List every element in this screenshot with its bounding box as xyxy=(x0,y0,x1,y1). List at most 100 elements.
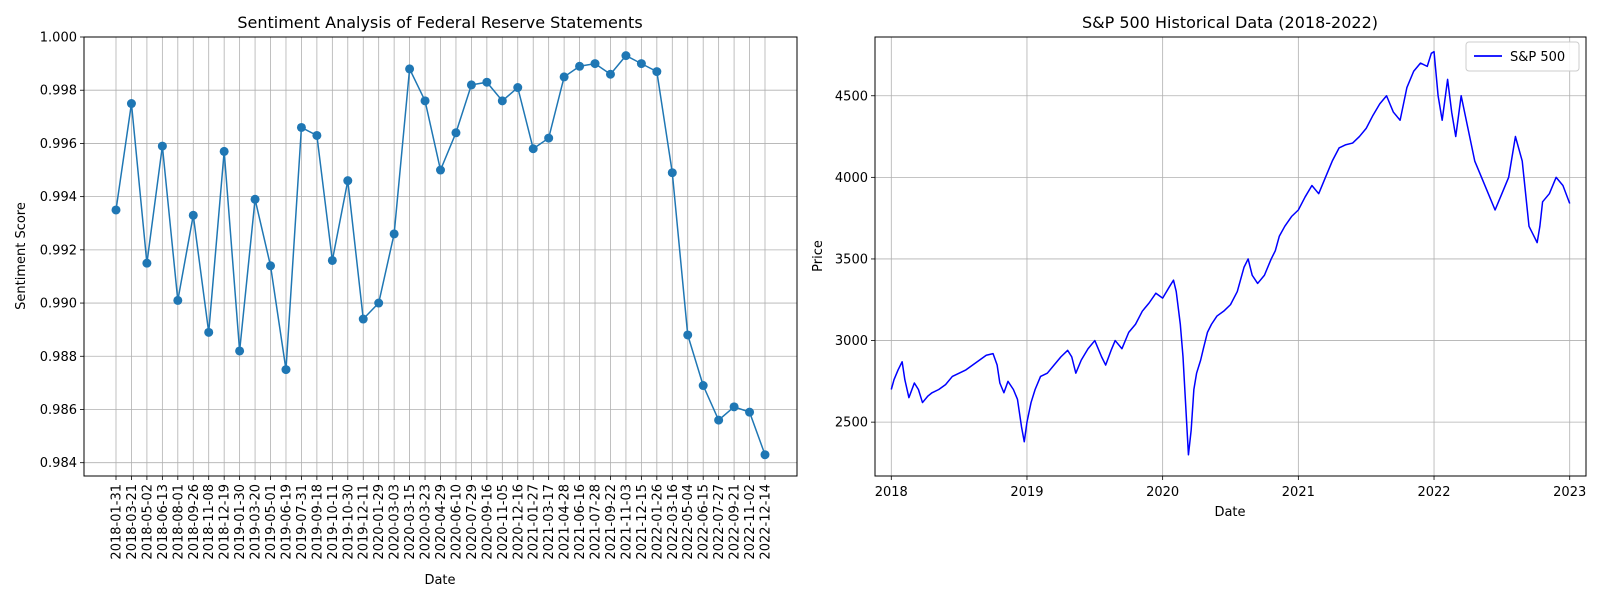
sp500-y-tick-label: 2500 xyxy=(835,416,868,431)
sentiment-point xyxy=(389,229,399,239)
sentiment-x-tick-label: 2020-01-29 xyxy=(372,484,387,560)
sentiment-point xyxy=(451,128,461,138)
sentiment-x-tick-label: 2019-10-30 xyxy=(341,484,356,560)
sentiment-point xyxy=(482,77,492,87)
legend-box xyxy=(1465,41,1580,72)
sp500-x-axis-label: Date xyxy=(1214,505,1245,520)
sentiment-point xyxy=(235,346,245,356)
sp500-line xyxy=(890,50,1571,456)
sentiment-x-tick-label: 2021-06-16 xyxy=(573,484,588,560)
sentiment-x-tick-label: 2019-10-11 xyxy=(326,484,341,560)
sentiment-x-tick-label: 2020-09-16 xyxy=(480,484,495,560)
sp500-x-ticks: 2018 2019 2020 2021 2022 2023 xyxy=(875,476,1586,500)
sentiment-point xyxy=(281,365,291,375)
sentiment-x-tick-label: 2019-05-01 xyxy=(264,484,279,560)
sentiment-point xyxy=(652,67,662,77)
sentiment-point xyxy=(575,61,585,71)
sentiment-y-tick-label: 0.988 xyxy=(40,350,77,365)
sentiment-x-tick-label: 2018-08-01 xyxy=(171,484,186,560)
sentiment-point xyxy=(173,295,183,305)
sentiment-point xyxy=(667,168,677,178)
sp500-y-tick-label: 3500 xyxy=(835,252,868,267)
sentiment-x-tick-label: 2019-03-20 xyxy=(249,484,264,560)
sentiment-x-axis-label: Date xyxy=(424,573,455,588)
sentiment-x-tick-label: 2019-09-18 xyxy=(310,484,325,560)
sentiment-y-tick-label: 0.998 xyxy=(40,84,77,99)
sentiment-x-tick-label: 2022-06-15 xyxy=(697,484,712,560)
sentiment-x-tick-label: 2018-05-02 xyxy=(140,484,155,560)
sentiment-y-tick-label: 0.996 xyxy=(40,137,77,152)
sp500-x-tick-label: 2021 xyxy=(1282,485,1315,500)
sp500-y-ticks: 2500 3000 3500 4000 4500 xyxy=(835,89,875,431)
sentiment-x-tick-label: 2021-09-22 xyxy=(604,484,619,560)
sentiment-point xyxy=(436,165,445,175)
sentiment-x-tick-label: 2020-03-23 xyxy=(419,484,434,560)
sentiment-point xyxy=(204,327,214,337)
sp500-grid xyxy=(875,37,1586,476)
sentiment-point xyxy=(142,258,152,268)
sentiment-chart: 0.984 0.986 0.988 0.990 0.992 0.994 0.996 0.998… xyxy=(14,13,798,588)
sp500-legend: S&P 500 xyxy=(1465,41,1580,72)
sentiment-x-tick-label: 2022-01-26 xyxy=(650,484,665,560)
sentiment-point xyxy=(296,122,306,132)
sentiment-point xyxy=(544,133,554,143)
sp500-x-tick-label: 2018 xyxy=(875,485,908,500)
sentiment-y-tick-label: 0.984 xyxy=(40,456,77,471)
legend-label: S&P 500 xyxy=(1510,50,1565,65)
sp500-y-tick-label: 3000 xyxy=(835,334,868,349)
sentiment-point xyxy=(528,144,538,154)
sentiment-point xyxy=(466,80,476,90)
sentiment-point xyxy=(559,72,569,82)
sentiment-grid xyxy=(84,36,797,476)
sentiment-point xyxy=(714,415,724,425)
sp500-chart-title: S&P 500 Historical Data (2018-2022) xyxy=(1082,13,1378,32)
sp500-x-tick-label: 2023 xyxy=(1553,485,1586,500)
sentiment-y-ticks: 0.984 0.986 0.988 0.990 0.992 0.994 0.996 0.998… xyxy=(40,31,84,471)
sentiment-y-tick-label: 0.986 xyxy=(40,403,77,418)
sentiment-y-tick-label: 0.992 xyxy=(40,243,77,258)
sp500-x-tick-label: 2019 xyxy=(1010,485,1043,500)
sentiment-point xyxy=(312,130,322,140)
sentiment-point xyxy=(188,210,198,220)
sentiment-x-tick-label: 2021-07-28 xyxy=(589,484,604,560)
sentiment-x-tick-label: 2021-04-28 xyxy=(558,484,573,560)
sentiment-x-tick-label: 2020-11-05 xyxy=(496,484,511,560)
sentiment-point xyxy=(513,83,523,93)
sentiment-x-ticks: 2018-01-31 2018-03-21 2018-05-02 2018-06-13… xyxy=(110,476,774,560)
sentiment-x-tick-label: 2020-07-29 xyxy=(465,484,480,560)
sp500-y-axis-label: Price xyxy=(811,240,826,272)
sentiment-x-tick-label: 2022-12-14 xyxy=(759,484,774,560)
sentiment-point xyxy=(250,194,260,204)
sentiment-x-tick-label: 2022-11-02 xyxy=(743,484,758,560)
sentiment-x-tick-label: 2018-11-08 xyxy=(202,484,217,560)
sentiment-x-tick-label: 2022-03-16 xyxy=(666,484,681,560)
sp500-x-tick-label: 2022 xyxy=(1417,485,1450,500)
sentiment-x-tick-label: 2019-01-30 xyxy=(233,484,248,560)
sentiment-x-tick-label: 2018-09-26 xyxy=(187,484,202,560)
sentiment-point xyxy=(111,205,121,215)
sentiment-y-axis-label: Sentiment Score xyxy=(14,202,29,310)
sentiment-x-tick-label: 2021-03-17 xyxy=(542,484,557,560)
sentiment-point xyxy=(605,69,615,79)
sentiment-x-tick-label: 2018-06-13 xyxy=(156,484,171,560)
sentiment-x-tick-label: 2019-07-31 xyxy=(295,484,310,560)
sentiment-x-tick-label: 2020-03-03 xyxy=(388,484,403,560)
sentiment-x-tick-label: 2020-06-10 xyxy=(449,484,464,560)
sentiment-x-tick-label: 2022-05-04 xyxy=(681,484,696,560)
sentiment-x-tick-label: 2019-06-19 xyxy=(279,484,294,560)
sentiment-point xyxy=(497,96,507,106)
sentiment-point xyxy=(698,381,708,391)
sp500-plot-frame xyxy=(874,36,1587,477)
sentiment-point xyxy=(358,314,368,324)
sentiment-point xyxy=(126,99,136,109)
sentiment-y-tick-label: 1.000 xyxy=(40,31,77,46)
sentiment-point xyxy=(683,330,693,340)
sentiment-point xyxy=(374,298,384,308)
sentiment-point xyxy=(266,261,276,271)
sentiment-point xyxy=(157,141,167,151)
sentiment-chart-title: Sentiment Analysis of Federal Reserve St… xyxy=(237,13,642,32)
sentiment-point xyxy=(729,402,739,412)
sentiment-x-tick-label: 2022-09-21 xyxy=(728,484,743,560)
sentiment-x-tick-label: 2018-12-19 xyxy=(218,484,233,560)
